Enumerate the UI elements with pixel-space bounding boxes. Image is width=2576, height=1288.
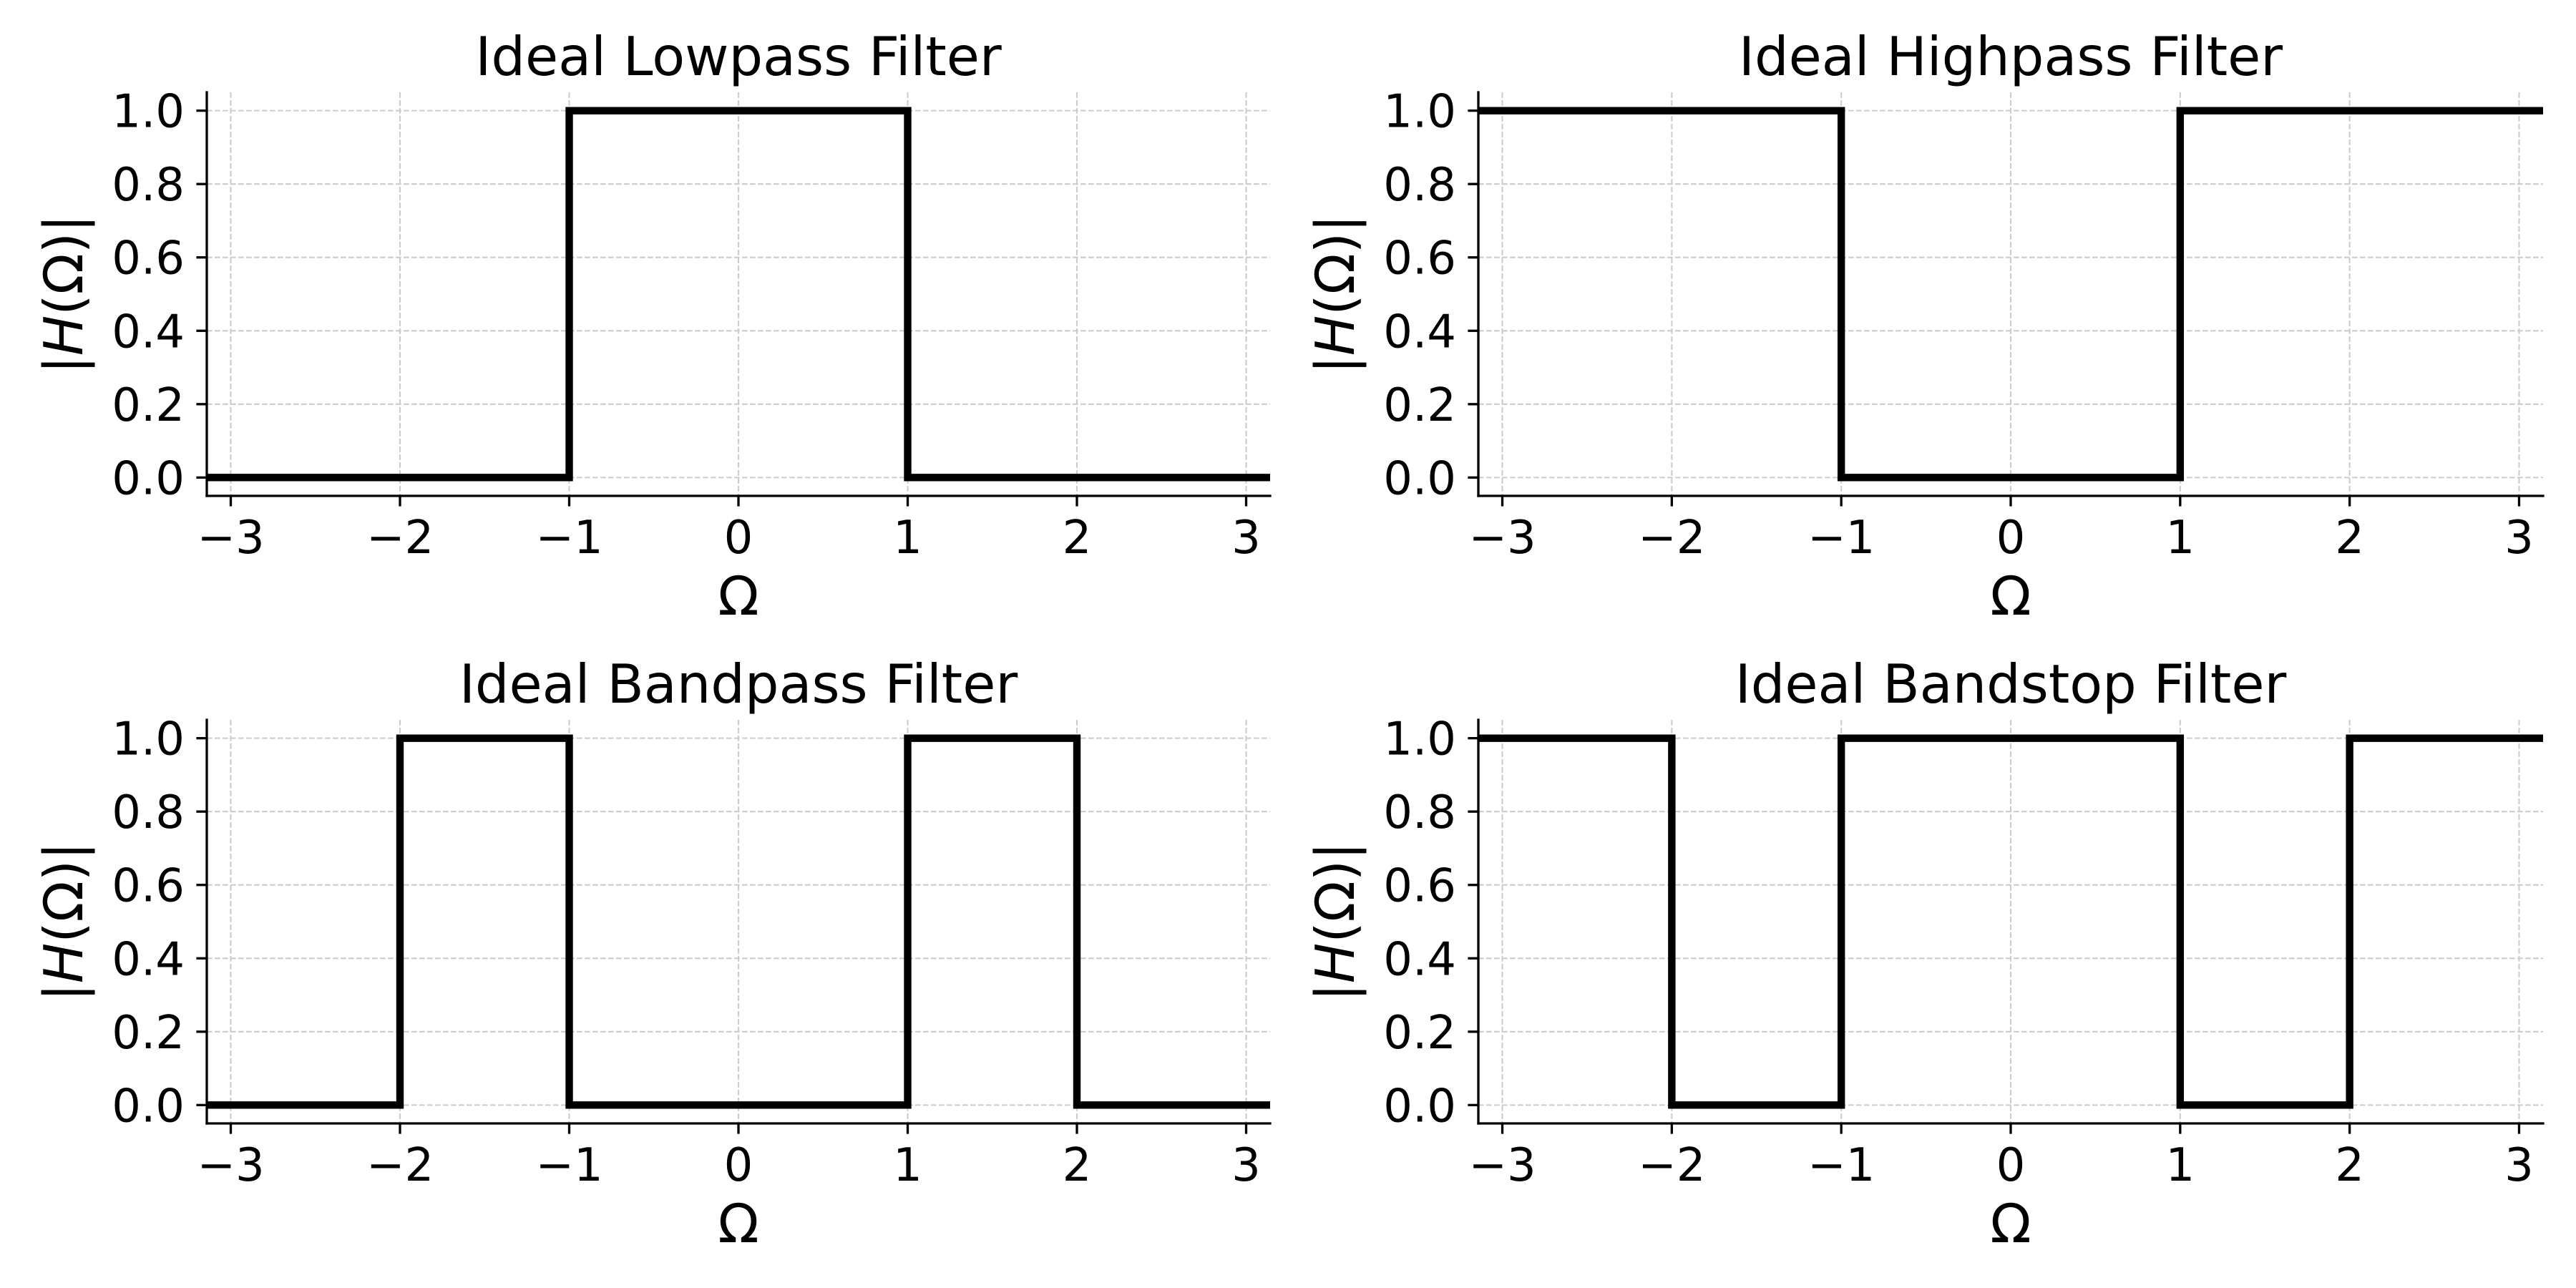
y-tick-label: 0.4: [1383, 933, 1456, 986]
x-tick-label: 3: [1231, 1139, 1261, 1192]
y-tick-label: 0.2: [112, 379, 185, 432]
y-axis-label-part: (Ω)|: [1304, 215, 1367, 316]
y-axis-label-part: |: [1304, 983, 1367, 1001]
ideal-highpass-filter-panel: −3 −2 −1 0 1 2 3 0.0 0.2 0.4 0.6 0.8 1.0 Ideal Highpa…: [1304, 25, 2545, 628]
y-tick-label: 0.6: [1383, 860, 1456, 913]
x-tick-label: 0: [1996, 1139, 2026, 1192]
x-tick-label: 1: [893, 1139, 922, 1192]
y-axis-label-part: |: [32, 356, 95, 374]
response-line: [1478, 734, 2543, 1109]
x-tick-label: −3: [197, 1139, 264, 1192]
x-tick-label: −3: [1468, 512, 1536, 565]
response-line: [207, 734, 1270, 1109]
ideal-bandstop-filter-panel: −3 −2 −1 0 1 2 3 0.0 0.2 0.4 0.6 0.8 1.0 Ideal Bandst…: [1304, 653, 2545, 1255]
y-axis-label: |H(Ω)|: [32, 842, 95, 1002]
x-tick-label: 3: [2504, 1139, 2534, 1192]
x-axis-label: Ω: [718, 1192, 758, 1255]
y-axis-label-part: (Ω)|: [32, 842, 95, 943]
y-tick-label: 0.0: [112, 452, 185, 505]
y-axis-label-part: |: [1304, 356, 1367, 374]
y-tick-label: 0.2: [1383, 1007, 1456, 1060]
x-tick-label: 2: [2335, 512, 2364, 565]
chart-title: Ideal Bandpass Filter: [459, 653, 1018, 716]
y-tick-label: 0.0: [112, 1080, 185, 1133]
x-tick-label: 0: [1996, 512, 2026, 565]
y-tick-label: 0.4: [1383, 306, 1456, 358]
chart-title: Ideal Lowpass Filter: [475, 25, 1002, 88]
y-tick-label: 0.8: [1383, 786, 1456, 839]
x-tick-label: −2: [366, 1139, 434, 1192]
grid: [1478, 720, 2543, 1123]
x-tick-label: −2: [1638, 1139, 1705, 1192]
x-tick-label: −3: [1468, 1139, 1536, 1192]
y-tick-label: 1.0: [1383, 713, 1456, 766]
response-line: [207, 107, 1270, 482]
grid: [1478, 92, 2543, 496]
grid: [207, 720, 1270, 1123]
y-tick-label: 0.6: [112, 233, 185, 286]
y-tick-label: 0.0: [1383, 1080, 1456, 1133]
x-tick-label: 0: [724, 512, 753, 565]
ideal-lowpass-filter-panel: −3 −2 −1 0 1 2 3 0.0 0.2 0.4 0.6 0.8 1.0 Ideal Lowpas…: [32, 25, 1272, 628]
ideal-bandpass-filter-panel: −3 −2 −1 0 1 2 3 0.0 0.2 0.4 0.6 0.8 1.0 Ideal Bandpa…: [32, 653, 1272, 1255]
x-tick-label: 3: [2504, 512, 2534, 565]
x-tick-label: 2: [1063, 512, 1092, 565]
y-axis-label: |H(Ω)|: [1304, 215, 1367, 374]
y-axis-label-part: (Ω)|: [32, 215, 95, 316]
x-tick-label: 1: [893, 512, 922, 565]
y-tick-label: 0.4: [112, 933, 185, 986]
chart-title: Ideal Bandstop Filter: [1735, 653, 2287, 716]
x-tick-label: −1: [535, 512, 602, 565]
y-tick-label: 0.8: [112, 786, 185, 839]
x-tick-label: −2: [1638, 512, 1705, 565]
y-axis-label-part: H: [1304, 943, 1367, 983]
x-tick-label: −1: [1807, 512, 1875, 565]
x-tick-label: −1: [535, 1139, 602, 1192]
y-axis-label-part: H: [32, 316, 95, 356]
y-tick-label: 1.0: [112, 86, 185, 139]
x-tick-label: −1: [1807, 1139, 1875, 1192]
x-tick-label: 2: [1063, 1139, 1092, 1192]
x-tick-label: 1: [2165, 1139, 2195, 1192]
x-axis-label: Ω: [1990, 565, 2031, 628]
y-tick-label: 0.0: [1383, 452, 1456, 505]
y-tick-label: 0.6: [1383, 233, 1456, 286]
y-axis-label-part: H: [32, 943, 95, 983]
x-tick-label: 2: [2335, 1139, 2364, 1192]
y-axis-label-part: |: [32, 983, 95, 1001]
y-tick-label: 0.8: [1383, 159, 1456, 212]
y-axis-label-part: (Ω)|: [1304, 842, 1367, 943]
y-tick-label: 0.2: [1383, 379, 1456, 432]
y-axis-label: |H(Ω)|: [1304, 842, 1367, 1002]
y-tick-label: 1.0: [112, 713, 185, 766]
x-axis-label: Ω: [1990, 1192, 2031, 1255]
y-tick-label: 1.0: [1383, 86, 1456, 139]
x-axis-label: Ω: [718, 565, 758, 628]
y-axis-label-part: H: [1304, 316, 1367, 356]
grid: [207, 92, 1270, 496]
x-tick-label: −2: [366, 512, 434, 565]
x-tick-label: −3: [197, 512, 264, 565]
y-tick-label: 0.2: [112, 1007, 185, 1060]
y-tick-label: 0.4: [112, 306, 185, 358]
y-axis-label: |H(Ω)|: [32, 215, 95, 374]
chart-title: Ideal Highpass Filter: [1739, 25, 2283, 88]
x-tick-label: 3: [1231, 512, 1261, 565]
x-tick-label: 1: [2165, 512, 2195, 565]
x-tick-label: 0: [724, 1139, 753, 1192]
response-line: [1478, 107, 2543, 482]
y-tick-label: 0.6: [112, 860, 185, 913]
y-tick-label: 0.8: [112, 159, 185, 212]
